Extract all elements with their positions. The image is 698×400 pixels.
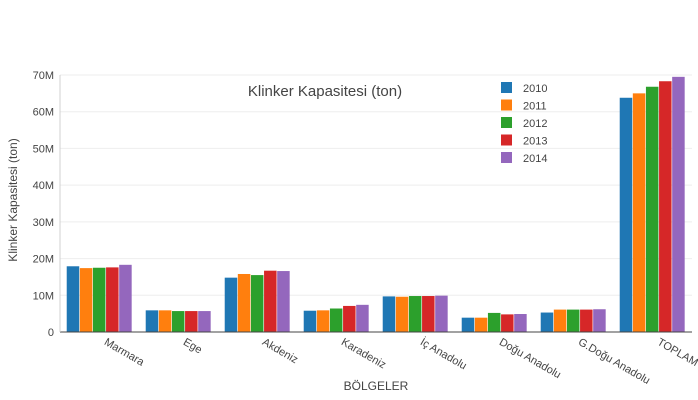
bar-2012 <box>250 275 264 332</box>
x-tick-label: TOPLAM <box>655 336 698 369</box>
bar-2014 <box>277 271 290 332</box>
y-tick-label: 70M <box>33 70 54 82</box>
x-tick-label: Ege <box>181 336 204 356</box>
bar-2012 <box>487 312 501 332</box>
x-tick-label: İç Anadolu <box>418 335 469 372</box>
bar-2013 <box>343 305 356 332</box>
y-tick-label: 0 <box>48 327 54 339</box>
bar-2010 <box>619 97 633 332</box>
legend-swatch <box>501 99 512 111</box>
bar-2014 <box>198 311 211 332</box>
bar-2012 <box>645 86 659 332</box>
chart-title: Klinker Kapasitesi (ton) <box>248 83 402 100</box>
bar-2012 <box>92 267 106 332</box>
bar-2013 <box>106 267 119 332</box>
x-tick-label: Doğu Anadolu <box>497 336 563 381</box>
bar-2011 <box>316 310 330 332</box>
y-tick-label: 50M <box>33 143 54 155</box>
legend-swatch <box>501 134 512 146</box>
bar-2010 <box>540 312 554 332</box>
bar-2011 <box>395 296 409 332</box>
legend-swatch <box>501 82 512 93</box>
legend-swatch <box>501 117 512 128</box>
legend-label: 2012 <box>523 118 547 130</box>
x-axis-title: BÖLGELER <box>344 379 409 393</box>
bar-2012 <box>566 309 580 332</box>
legend-label: 2010 <box>523 83 547 95</box>
bar-2010 <box>461 317 475 332</box>
x-tick-label: Marmara <box>102 336 147 369</box>
bars <box>66 76 685 333</box>
legend-label: 2013 <box>523 136 547 148</box>
bar-2012 <box>171 311 185 332</box>
y-tick-label: 60M <box>33 107 54 119</box>
bar-2010 <box>382 296 396 332</box>
legend-swatch <box>501 152 512 163</box>
legend-label: 2011 <box>523 101 547 113</box>
x-tick-label: Karadeniz <box>339 336 388 371</box>
y-tick-labels: 0 10M 20M 30M 40M 50M 60M 70M <box>33 70 54 339</box>
gridlines <box>60 74 692 296</box>
bar-2013 <box>501 314 514 332</box>
bar-2011 <box>553 309 567 332</box>
bar-2010 <box>303 310 317 332</box>
legend: 2010 2011 2012 2013 2014 <box>501 82 547 165</box>
bar-2010 <box>224 277 238 332</box>
bar-2014 <box>593 309 606 332</box>
x-tick-label: Akdeniz <box>260 336 300 366</box>
bar-2013 <box>185 311 198 332</box>
bar-2013 <box>264 270 277 332</box>
bar-2011 <box>158 310 172 332</box>
bar-2014 <box>356 304 369 332</box>
y-axis-title: Klinker Kapasitesi (ton) <box>6 138 20 261</box>
bar-2011 <box>79 268 93 332</box>
y-tick-label: 30M <box>33 217 54 229</box>
legend-label: 2014 <box>523 153 547 165</box>
bar-2014 <box>119 264 132 332</box>
bar-2011 <box>632 93 646 332</box>
x-tick-label: G.Doğu Anadolu <box>576 336 652 387</box>
bar-2012 <box>408 296 422 332</box>
bar-2010 <box>145 310 159 332</box>
bar-2014 <box>435 295 448 332</box>
bar-2013 <box>422 296 435 332</box>
y-tick-label: 10M <box>33 290 54 302</box>
y-tick-label: 40M <box>33 180 54 192</box>
bar-2010 <box>66 266 80 332</box>
bar-2011 <box>237 273 251 332</box>
bar-2013 <box>580 309 593 332</box>
bar-2013 <box>659 81 672 333</box>
y-tick-label: 20M <box>33 254 54 266</box>
bar-2012 <box>329 308 343 332</box>
bar-2011 <box>474 317 488 332</box>
bar-2014 <box>672 76 685 332</box>
bar-2014 <box>514 314 527 332</box>
